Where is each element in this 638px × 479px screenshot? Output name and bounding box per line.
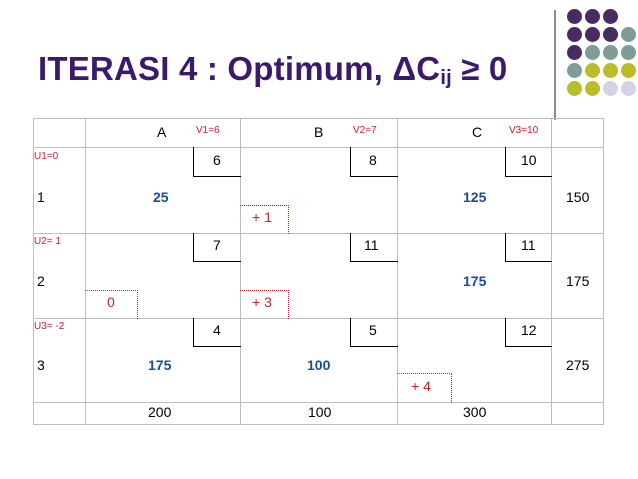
supply-3: 275 (566, 357, 590, 373)
cost-box (505, 318, 552, 347)
decorative-dot-grid (565, 9, 637, 99)
delta-box (240, 205, 289, 234)
supply-2: 175 (566, 273, 590, 289)
cost-3b: 5 (369, 322, 377, 338)
column-potential-v3: V3=10 (509, 125, 539, 136)
allocation-2c: 175 (463, 273, 487, 289)
demand-b: 100 (308, 404, 332, 420)
row-potential-u1: U1=0 (34, 151, 59, 162)
allocation-1a: 25 (153, 189, 169, 205)
demand-c: 300 (463, 404, 487, 420)
cost-3c: 12 (521, 322, 537, 338)
column-header-a: A (157, 124, 167, 140)
title-main: ITERASI 4 : Optimum, ΔC (38, 50, 441, 87)
cost-1b: 8 (369, 152, 377, 168)
title-subscript: ij (440, 67, 452, 89)
cost-2a: 7 (213, 237, 221, 253)
slide-title: ITERASI 4 : Optimum, ΔCij ≥ 0 (38, 50, 508, 89)
row-label-1: 1 (37, 189, 45, 205)
title-tail: ≥ 0 (451, 50, 508, 87)
cost-3a: 4 (213, 322, 221, 338)
supply-1: 150 (566, 189, 590, 205)
delta-box (85, 290, 138, 319)
cost-box (193, 233, 241, 262)
cost-box (505, 147, 552, 177)
demand-a: 200 (148, 404, 172, 420)
decorative-divider (554, 10, 556, 120)
allocation-1c: 125 (463, 189, 487, 205)
cost-box (350, 318, 398, 347)
cost-2b: 11 (364, 237, 379, 253)
cost-1a: 6 (213, 152, 221, 168)
cost-box (350, 147, 398, 177)
cost-box (350, 233, 398, 262)
cost-box (193, 318, 241, 347)
cost-box (193, 147, 241, 177)
delta-2a: 0 (107, 294, 115, 310)
delta-3c: + 4 (411, 378, 431, 394)
cost-box (505, 233, 552, 262)
row-label-3: 3 (37, 357, 45, 373)
transportation-table: A V1=6 B V2=7 C V3=10 U1=0 1 6 8 10 25 1… (33, 118, 604, 425)
cost-1c: 10 (521, 152, 537, 168)
row-label-2: 2 (37, 273, 45, 289)
column-header-b: B (314, 124, 324, 140)
column-potential-v2: V2=7 (353, 125, 377, 136)
row-potential-u2: U2= 1 (34, 236, 61, 247)
delta-1b: + 1 (252, 209, 272, 225)
delta-2b: + 3 (252, 294, 272, 310)
column-potential-v1: V1=6 (196, 125, 220, 136)
cost-2c: 11 (521, 237, 536, 253)
allocation-3b: 100 (307, 357, 331, 373)
delta-box (240, 290, 289, 319)
row-potential-u3: U3= -2 (34, 321, 65, 332)
allocation-3a: 175 (148, 357, 172, 373)
column-header-c: C (472, 124, 483, 140)
delta-box (397, 373, 452, 403)
